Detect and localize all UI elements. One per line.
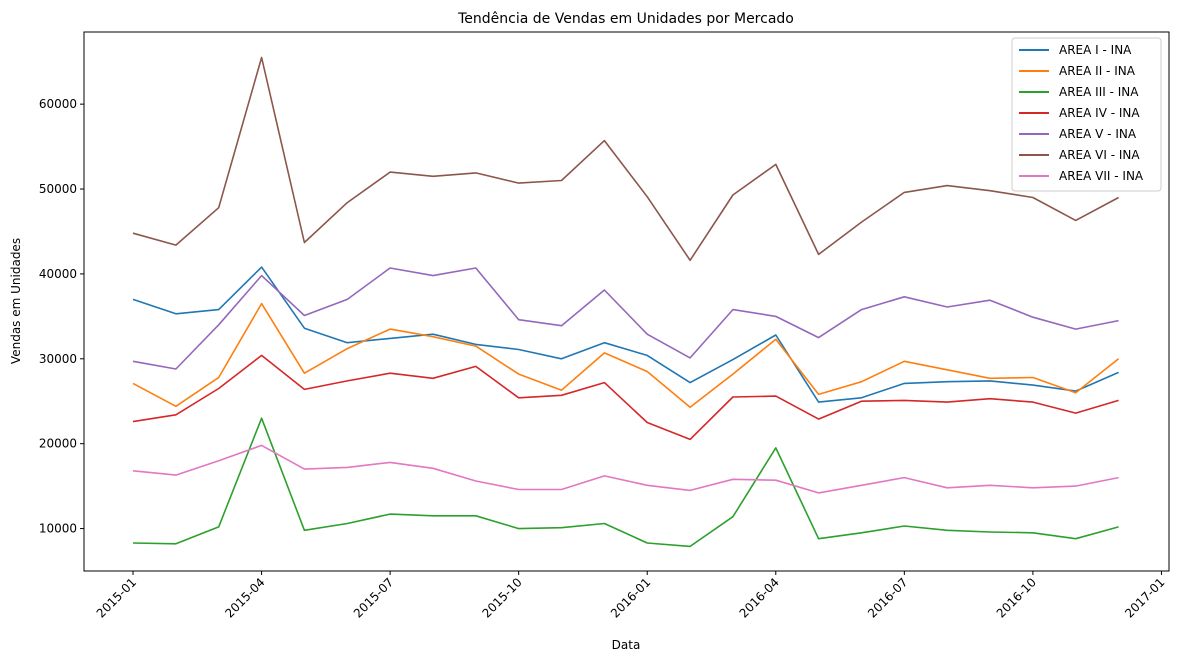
series-line — [132, 354, 1119, 441]
y-tick-label: 40000 — [39, 267, 77, 281]
legend-box — [1011, 37, 1162, 192]
legend-entry: AREA I - INA — [1059, 43, 1132, 57]
y-axis: 10000 20000 30000 40000 50000 60000 — [39, 97, 84, 536]
series-line — [132, 56, 1119, 262]
series-line — [132, 267, 1119, 370]
x-tick-label: 2015-04 — [222, 575, 267, 620]
series-line — [132, 266, 1119, 403]
x-tick-label: 2015-07 — [351, 575, 396, 620]
legend-entry: AREA VII - INA — [1059, 169, 1144, 183]
y-tick-label: 20000 — [39, 437, 77, 451]
plot-lines — [132, 56, 1120, 548]
x-axis-title: Data — [612, 638, 641, 652]
legend-entry: AREA V - INA — [1059, 127, 1137, 141]
x-tick-label: 2016-04 — [737, 575, 782, 620]
x-tick-label: 2016-01 — [608, 575, 653, 620]
legend-entry: AREA VI - INA — [1059, 148, 1140, 162]
legend-entry: AREA IV - INA — [1059, 106, 1140, 120]
y-tick-label: 30000 — [39, 352, 77, 366]
x-tick-label: 2015-01 — [94, 575, 139, 620]
x-tick-label: 2015-10 — [479, 575, 524, 620]
plot-frame — [83, 31, 1170, 572]
legend-entry: AREA II - INA — [1059, 64, 1136, 78]
x-tick-label: 2016-10 — [994, 575, 1039, 620]
y-tick-label: 50000 — [39, 182, 77, 196]
y-tick-label: 60000 — [39, 97, 77, 111]
series-line — [132, 417, 1119, 548]
series-line — [132, 302, 1120, 409]
x-tick-label: 2017-01 — [1122, 575, 1167, 620]
series-line — [132, 444, 1119, 494]
legend: AREA I - INA AREA II - INA AREA III - INA A… — [1011, 37, 1162, 192]
y-axis-title: Vendas em Unidades — [9, 238, 23, 364]
x-axis: 2015-01 2015-04 2015-07 2015-10 2016-01 2016-… — [94, 571, 1168, 621]
y-tick-label: 10000 — [39, 522, 77, 536]
chart-title: Tendência de Vendas em Unidades por Merc… — [457, 11, 794, 27]
legend-entry: AREA III - INA — [1059, 85, 1139, 99]
x-tick-label: 2016-07 — [865, 575, 910, 620]
